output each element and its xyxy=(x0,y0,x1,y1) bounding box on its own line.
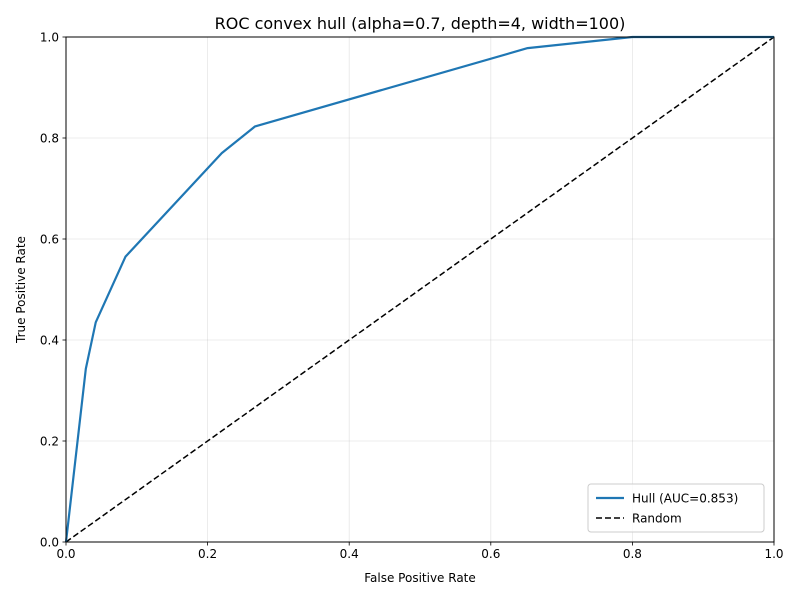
x-tick-label: 0.4 xyxy=(340,547,359,561)
y-tick-label: 0.2 xyxy=(40,435,59,449)
x-tick-label: 0.2 xyxy=(198,547,217,561)
y-tick-label: 0.6 xyxy=(40,233,59,247)
legend: Hull (AUC=0.853) Random xyxy=(587,483,765,533)
y-tick-label: 0.8 xyxy=(40,132,59,146)
x-tick-label: 0.0 xyxy=(56,547,75,561)
x-tick-label: 1.0 xyxy=(764,547,783,561)
plot-frame xyxy=(65,36,775,543)
series-layer xyxy=(64,35,775,543)
y-tick-label: 0.4 xyxy=(40,334,59,348)
hull-roc-line xyxy=(64,35,774,543)
y-tick-label: 1.0 xyxy=(40,31,59,45)
grid-layer xyxy=(65,36,775,543)
random-baseline-line xyxy=(65,36,775,543)
x-tick-label: 0.8 xyxy=(623,547,642,561)
legend-label: Hull (AUC=0.853) xyxy=(632,492,738,506)
y-tick-label: 0.0 xyxy=(40,536,59,550)
tick-layer: 0.0 0.2 0.4 0.6 0.8 1.0 0.0 0.2 0.4 0.6 0.8 1.0 xyxy=(40,31,784,562)
x-tick-label: 0.6 xyxy=(481,547,500,561)
legend-box xyxy=(587,483,765,533)
x-axis-label: False Positive Rate xyxy=(364,571,476,585)
y-axis-label: True Positive Rate xyxy=(14,236,28,344)
chart-title: ROC convex hull (alpha=0.7, depth=4, wid… xyxy=(215,14,626,33)
legend-label: Random xyxy=(632,512,682,526)
